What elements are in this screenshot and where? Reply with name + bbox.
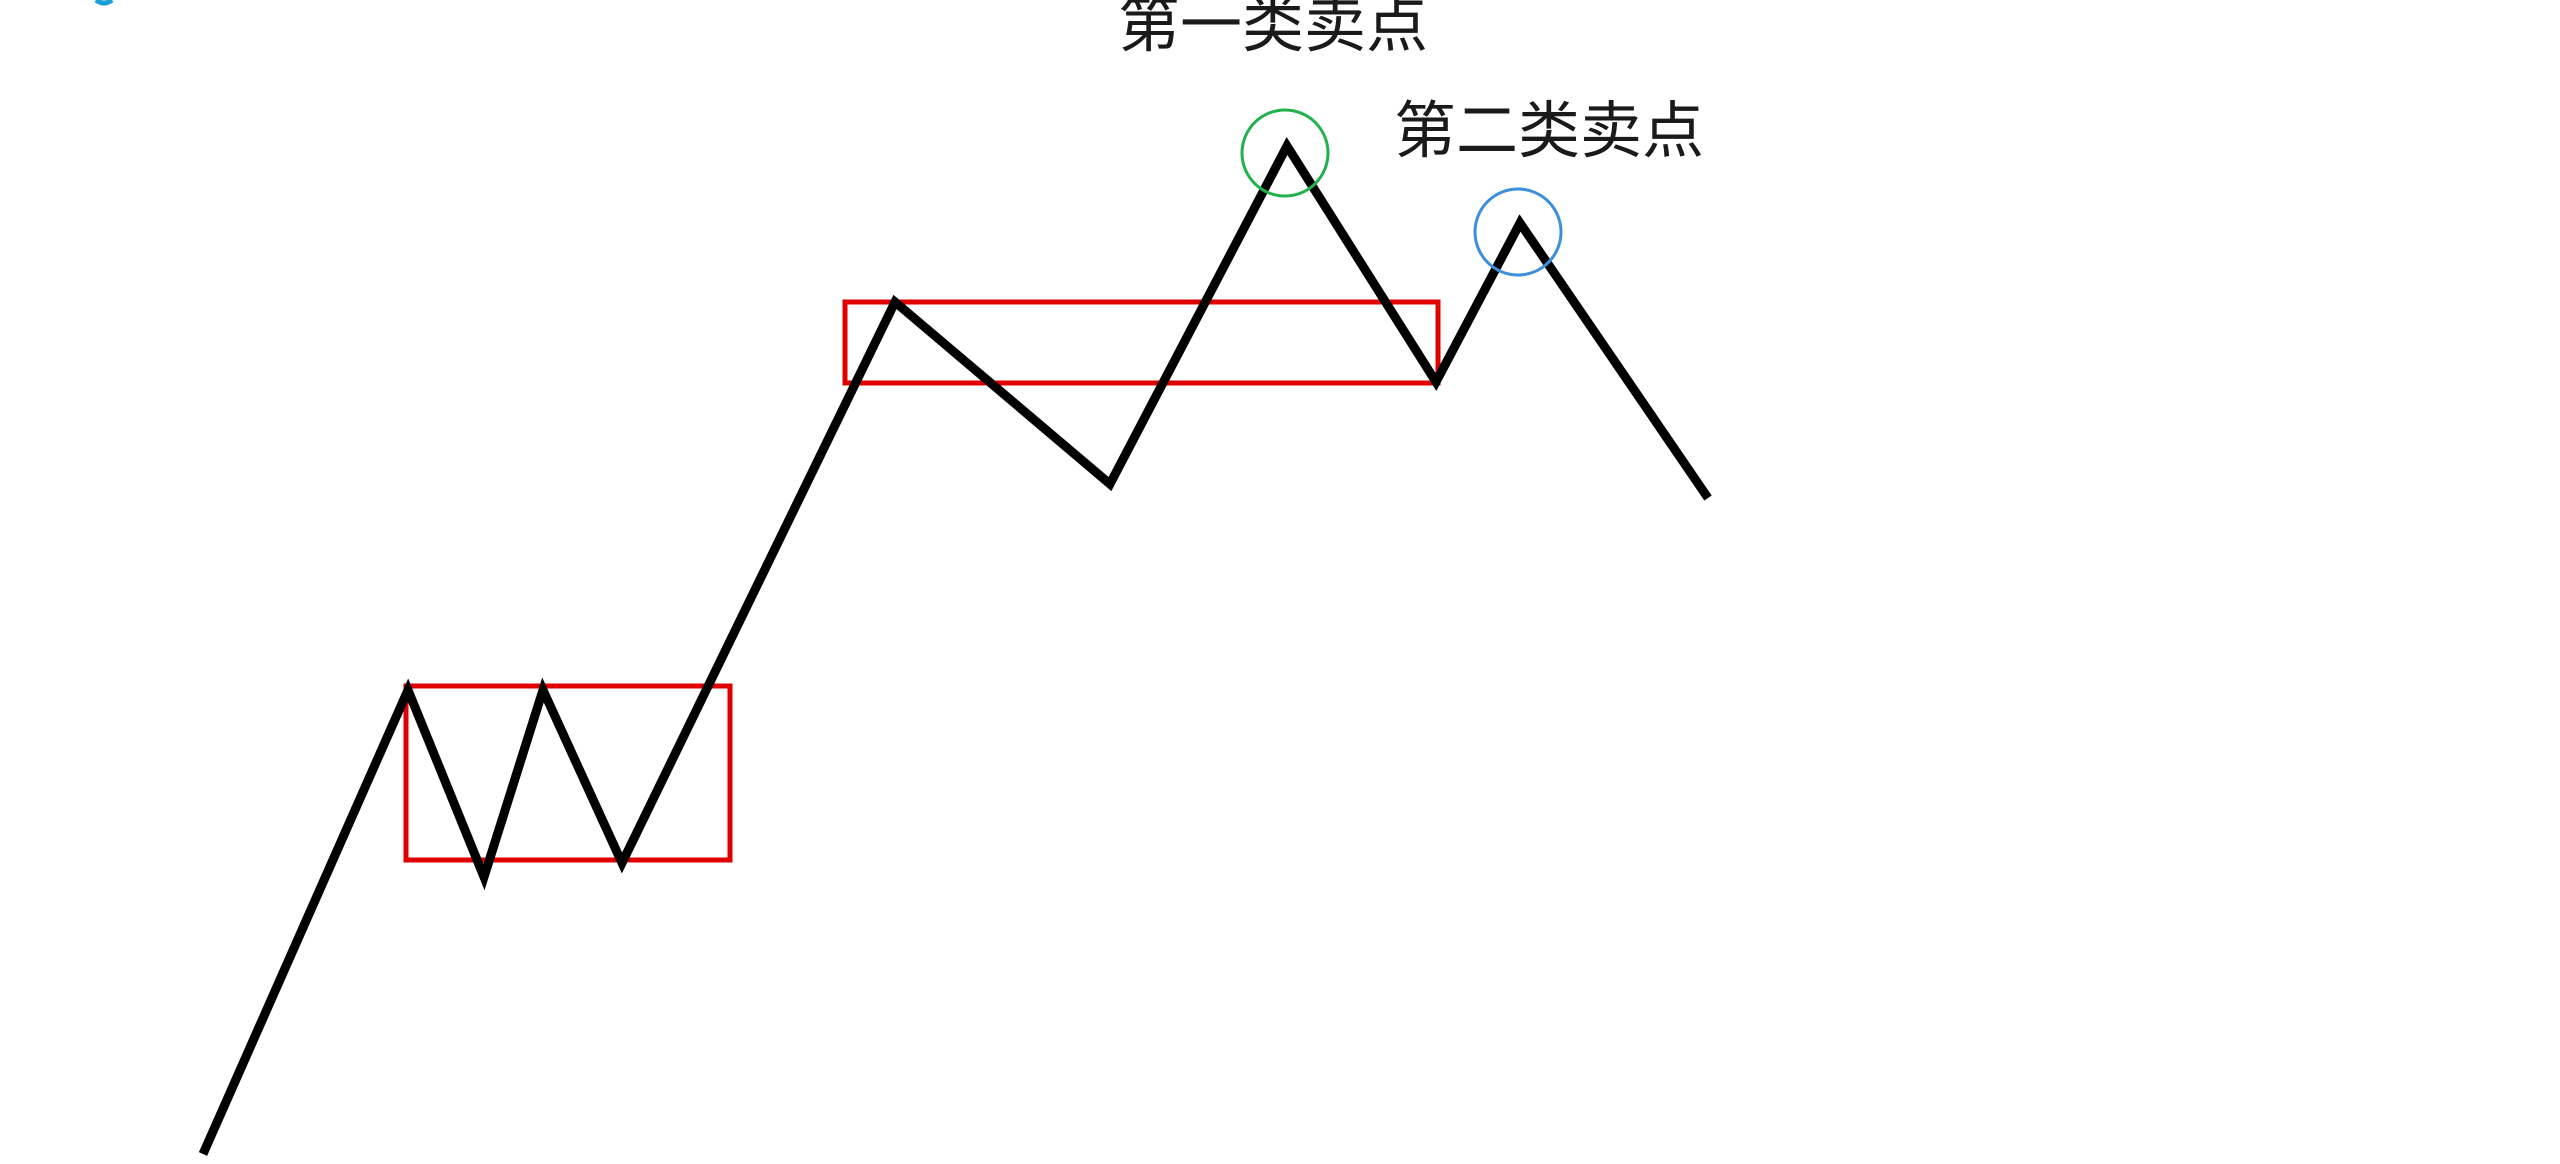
corner-mark [94, 0, 114, 6]
second-sell-point-circle [1473, 187, 1563, 277]
first-sell-point-circle [1240, 108, 1330, 198]
second-sell-point-label: 第二类卖点 [1394, 94, 1704, 167]
price-path-line [198, 136, 1712, 1156]
first-sell-point-label: 第一类卖点 [1118, 0, 1428, 61]
upper-pivot-box [842, 299, 1441, 386]
lower-pivot-box [403, 683, 733, 863]
